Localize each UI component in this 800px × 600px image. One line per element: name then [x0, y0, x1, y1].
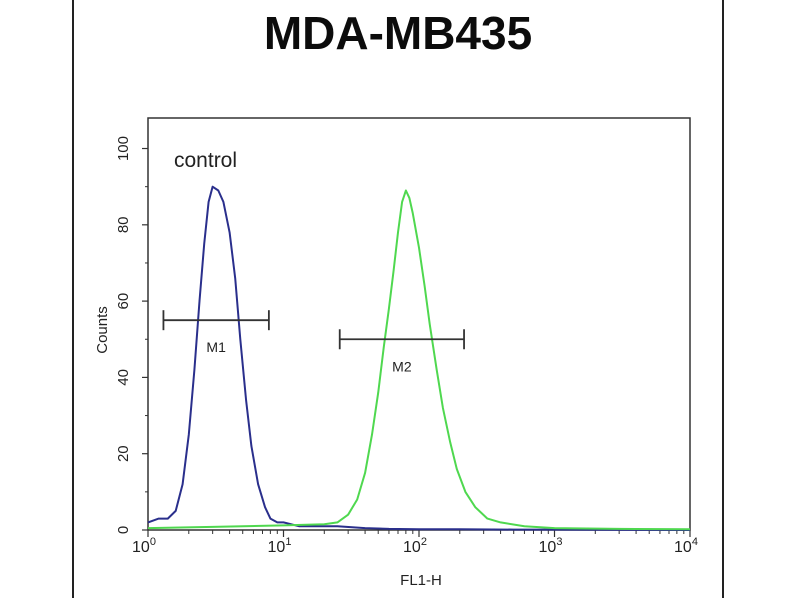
x-axis-label: FL1-H [400, 572, 442, 589]
gate-label-m2: M2 [392, 358, 412, 374]
x-tick-label-2: 102 [403, 536, 427, 556]
y-tick-label-3: 60 [115, 293, 132, 310]
x-tick-label-4: 104 [674, 536, 698, 556]
plot-area [147, 117, 691, 531]
gate-label-m1: M1 [206, 339, 226, 355]
y-tick-label-1: 20 [115, 445, 132, 462]
y-tick-label-2: 40 [115, 369, 132, 386]
x-tick-label-3: 103 [539, 536, 563, 556]
gate-marker-m2: M2 [338, 329, 465, 374]
x-tick-label-0: 100 [132, 536, 156, 556]
x-tick-label-1: 101 [268, 536, 292, 556]
gate-marker-m1: M1 [162, 310, 270, 355]
control-label: control [174, 149, 237, 172]
figure-frame [72, 0, 724, 598]
series-line-0 [147, 185, 691, 531]
y-axis-label: Counts [94, 306, 111, 354]
y-tick-label-4: 80 [115, 216, 132, 233]
y-tick-label-0: 0 [115, 526, 132, 534]
series-line-1 [147, 189, 691, 531]
y-tick-label-5: 100 [115, 136, 132, 161]
chart-title: MDA-MB435 [263, 7, 533, 59]
